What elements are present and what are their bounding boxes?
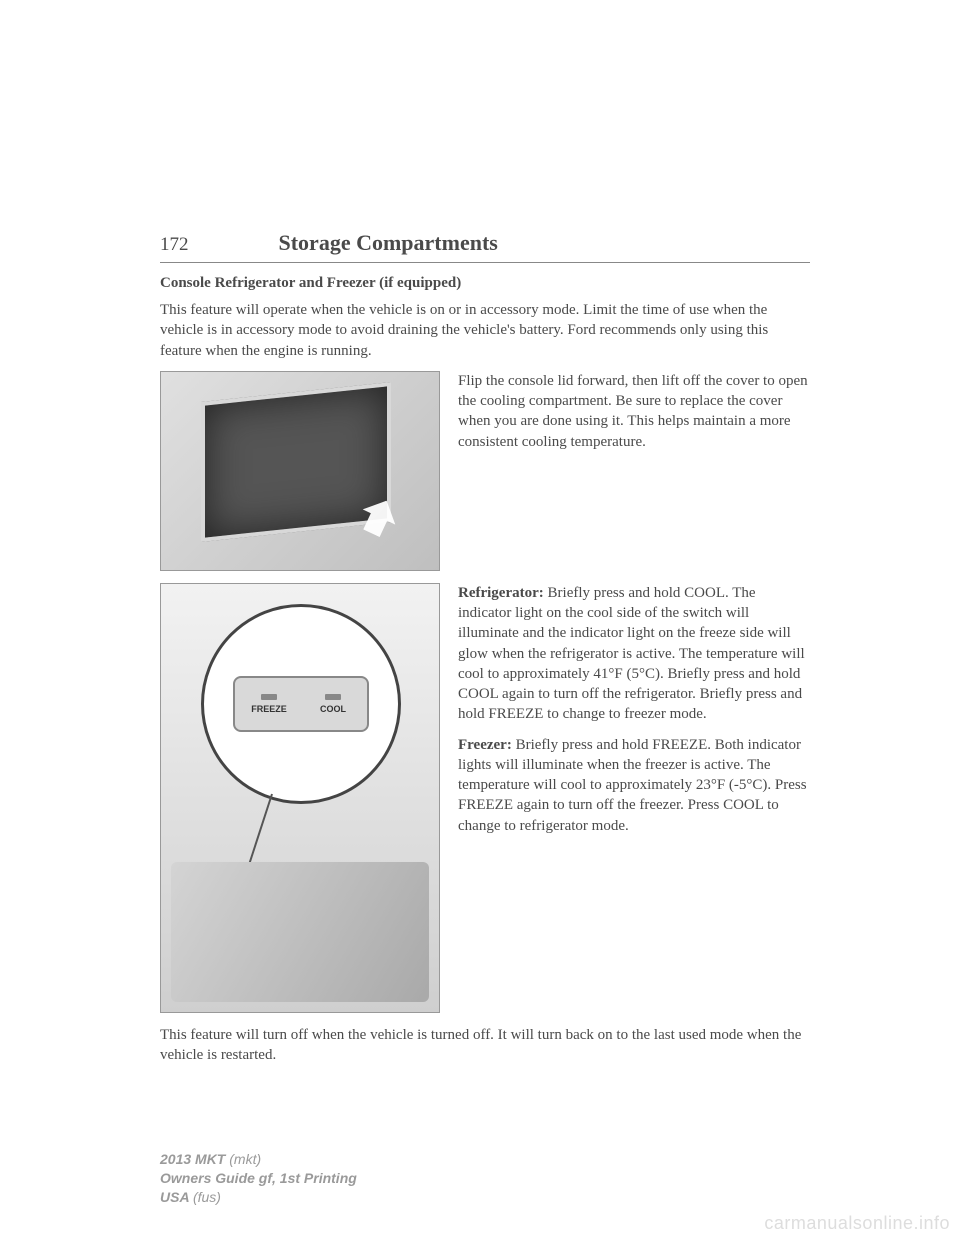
page-number: 172 xyxy=(160,234,189,256)
switch-illustration: FREEZE COOL xyxy=(160,583,440,1013)
console-lid-shape xyxy=(201,382,391,542)
page-header: 172 Storage Compartments xyxy=(160,230,810,256)
footer-region-code: (fus) xyxy=(193,1189,221,1205)
section-heading: Console Refrigerator and Freezer (if equ… xyxy=(160,275,810,292)
footer-model-code: (mkt) xyxy=(229,1151,261,1167)
refrigerator-text: Briefly press and hold COOL. The indicat… xyxy=(458,585,805,723)
figure-block-2: FREEZE COOL Refrigerator: Briefly press … xyxy=(160,583,810,1013)
footer-region: USA xyxy=(160,1189,193,1205)
freezer-paragraph: Freezer: Briefly press and hold FREEZE. … xyxy=(458,735,810,836)
cool-label: COOL xyxy=(320,704,346,714)
cool-led-icon xyxy=(325,694,341,700)
switch-freeze-side: FREEZE xyxy=(245,694,293,714)
figure-1-caption: Flip the console lid forward, then lift … xyxy=(458,371,810,571)
footer-line-1: 2013 MKT (mkt) xyxy=(160,1150,357,1169)
footer-model: 2013 MKT xyxy=(160,1151,229,1167)
chapter-title: Storage Compartments xyxy=(279,230,498,256)
footer-line-2: Owners Guide gf, 1st Printing xyxy=(160,1169,357,1188)
freezer-label: Freezer: xyxy=(458,737,512,753)
figure-block-1: Flip the console lid forward, then lift … xyxy=(160,371,810,571)
refrigerator-paragraph: Refrigerator: Briefly press and hold COO… xyxy=(458,583,810,725)
console-seat-shape xyxy=(171,862,429,1002)
intro-paragraph: This feature will operate when the vehic… xyxy=(160,300,810,361)
console-lid-illustration xyxy=(160,371,440,571)
watermark: carmanualsonline.info xyxy=(764,1213,950,1234)
freeze-cool-switch: FREEZE COOL xyxy=(233,676,369,732)
footer-line-3: USA (fus) xyxy=(160,1188,357,1207)
figure-2-caption: Refrigerator: Briefly press and hold COO… xyxy=(458,583,810,1013)
closing-paragraph: This feature will turn off when the vehi… xyxy=(160,1025,810,1066)
refrigerator-label: Refrigerator: xyxy=(458,585,544,601)
figure-1-text: Flip the console lid forward, then lift … xyxy=(458,371,810,452)
page-footer: 2013 MKT (mkt) Owners Guide gf, 1st Prin… xyxy=(160,1150,357,1207)
header-rule xyxy=(160,262,810,263)
freeze-label: FREEZE xyxy=(251,704,287,714)
switch-cool-side: COOL xyxy=(309,694,357,714)
freeze-led-icon xyxy=(261,694,277,700)
manual-page: 172 Storage Compartments Console Refrige… xyxy=(0,0,960,1065)
